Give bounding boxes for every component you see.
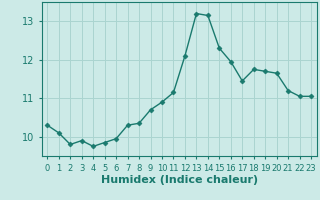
X-axis label: Humidex (Indice chaleur): Humidex (Indice chaleur) [100,175,258,185]
